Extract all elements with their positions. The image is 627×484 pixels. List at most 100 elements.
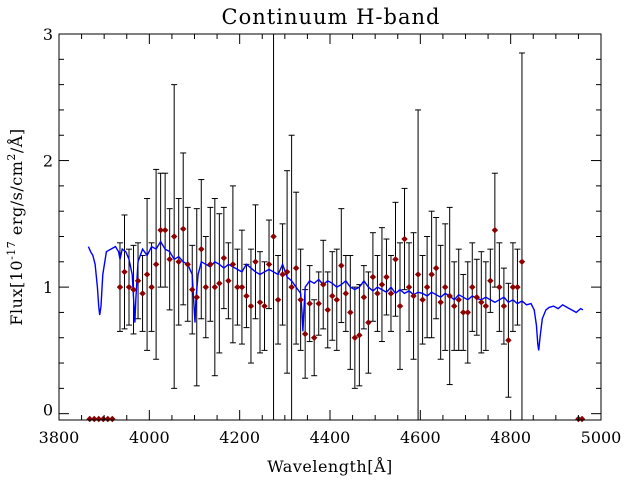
- x-tick-label-2: 4200: [219, 428, 260, 447]
- baseline-point-0: [86, 415, 93, 423]
- data-point-51: [347, 309, 354, 316]
- plot-area: [86, 34, 586, 423]
- data-point-7: [148, 283, 155, 291]
- data-point-14: [180, 225, 187, 233]
- data-point-16: [189, 286, 196, 293]
- data-point-29: [247, 302, 255, 310]
- y-tick-label-2: 2: [43, 152, 53, 171]
- y-tick-label-1: 1: [43, 278, 53, 297]
- model-spectrum-line: [87, 240, 584, 351]
- data-point-31: [256, 299, 264, 306]
- data-point-58: [378, 281, 386, 288]
- data-point-34: [270, 233, 277, 240]
- data-point-9: [157, 226, 164, 234]
- data-point-49: [338, 262, 345, 269]
- data-point-11: [166, 256, 173, 263]
- data-point-82: [487, 277, 494, 284]
- y-axis-label-exponent: -17: [5, 241, 18, 260]
- data-point-63: [401, 235, 408, 243]
- plot-frame: [58, 33, 602, 421]
- data-point-50: [342, 290, 350, 297]
- data-point-10: [161, 226, 169, 234]
- data-point-65: [410, 292, 417, 300]
- data-point-46: [324, 306, 331, 314]
- data-point-61: [392, 256, 399, 263]
- data-point-77: [464, 309, 471, 316]
- data-point-20: [207, 261, 214, 268]
- data-point-42: [306, 300, 313, 307]
- data-point-12: [170, 233, 178, 240]
- data-point-30: [252, 258, 259, 266]
- data-point-72: [441, 283, 449, 291]
- data-point-0: [116, 283, 124, 291]
- y-axis-label-suffix: /Å]: [6, 128, 26, 153]
- data-point-18: [198, 245, 205, 253]
- data-point-67: [419, 296, 426, 303]
- data-point-23: [220, 254, 228, 262]
- chart-title: Continuum H-band: [222, 5, 441, 29]
- data-point-45: [320, 281, 327, 288]
- data-point-27: [238, 283, 246, 291]
- baseline-point-1: [91, 415, 98, 423]
- baseline-point-4: [104, 415, 111, 423]
- data-point-57: [374, 290, 381, 297]
- y-tick-label-0: 0: [43, 401, 53, 420]
- data-point-36: [279, 271, 286, 278]
- data-point-52: [351, 334, 359, 341]
- data-point-66: [414, 271, 422, 278]
- data-point-55: [365, 319, 372, 326]
- data-point-48: [333, 296, 340, 303]
- data-point-22: [216, 280, 223, 287]
- data-point-21: [211, 283, 219, 291]
- y-axis-label-middle: erg/s/cm: [7, 161, 26, 241]
- data-point-39: [292, 264, 300, 272]
- data-point-56: [369, 273, 377, 281]
- data-point-53: [356, 332, 363, 339]
- data-point-33: [265, 261, 273, 268]
- y-axis-label-prefix: Flux[10: [7, 260, 26, 326]
- data-point-87: [509, 283, 517, 291]
- data-point-37: [283, 268, 291, 276]
- x-tick-label-6: 5000: [581, 428, 622, 447]
- data-point-89: [518, 258, 526, 266]
- x-tick-label-5: 4800: [490, 428, 531, 447]
- data-point-74: [451, 302, 458, 310]
- data-point-17: [193, 294, 200, 301]
- data-point-8: [152, 261, 160, 268]
- data-point-79: [473, 294, 480, 301]
- data-point-44: [315, 300, 322, 307]
- data-point-54: [360, 294, 368, 301]
- data-point-71: [437, 299, 444, 306]
- data-point-84: [496, 283, 503, 291]
- data-point-25: [229, 261, 237, 268]
- data-point-35: [274, 296, 282, 303]
- y-tick-label-3: 3: [43, 25, 53, 44]
- data-point-41: [301, 330, 309, 338]
- data-point-28: [243, 292, 250, 300]
- data-point-59: [383, 273, 390, 281]
- data-point-19: [202, 283, 209, 291]
- data-point-5: [139, 290, 146, 297]
- data-point-76: [460, 309, 467, 316]
- data-point-83: [491, 226, 499, 234]
- data-point-26: [234, 283, 241, 291]
- data-point-62: [396, 302, 404, 310]
- data-point-64: [405, 283, 413, 291]
- data-point-73: [446, 292, 453, 300]
- data-point-40: [297, 296, 304, 303]
- data-point-88: [514, 283, 521, 291]
- data-point-3: [130, 286, 137, 293]
- x-tick-label-4: 4600: [400, 428, 441, 447]
- y-axis-label-exponent2: 2: [5, 153, 18, 161]
- data-point-38: [288, 283, 295, 291]
- data-point-2: [125, 283, 133, 291]
- data-point-6: [143, 271, 151, 278]
- data-point-24: [225, 277, 232, 284]
- data-point-68: [423, 283, 431, 291]
- y-axis-label: Flux[10-17 erg/s/cm2/Å]: [5, 128, 26, 325]
- baseline-point-2: [95, 415, 102, 423]
- data-point-60: [387, 290, 395, 297]
- data-point-78: [469, 283, 476, 291]
